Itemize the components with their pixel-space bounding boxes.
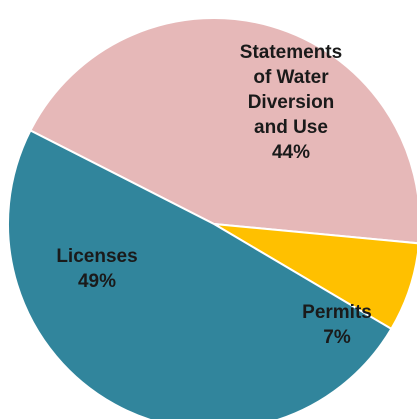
pie-value-label: 44% xyxy=(272,142,310,163)
pie-value-label: 49% xyxy=(78,271,116,292)
pie-label-permits: Permits 7% xyxy=(302,302,372,348)
pie-category-label: Permits xyxy=(302,302,372,323)
pie-value-label: 7% xyxy=(323,327,351,348)
pie-label-statements-of-water-diversion-and-use: Statements of Water Diversion and Use 44% xyxy=(240,42,342,163)
pie-labels: Statements of Water Diversion and Use 44% Per… xyxy=(56,42,372,348)
pie-slices xyxy=(7,17,417,419)
pie-category-label: Licenses xyxy=(56,246,137,267)
pie-category-label: and Use xyxy=(254,117,328,138)
pie-label-licenses: Licenses 49% xyxy=(56,246,137,292)
pie-category-label: of Water xyxy=(253,67,329,88)
pie-slice-statements-of-water-diversion-and-use xyxy=(29,17,417,245)
pie-slice-licenses xyxy=(7,129,393,419)
pie-category-label: Statements xyxy=(240,42,342,63)
pie-category-label: Diversion xyxy=(248,92,335,113)
